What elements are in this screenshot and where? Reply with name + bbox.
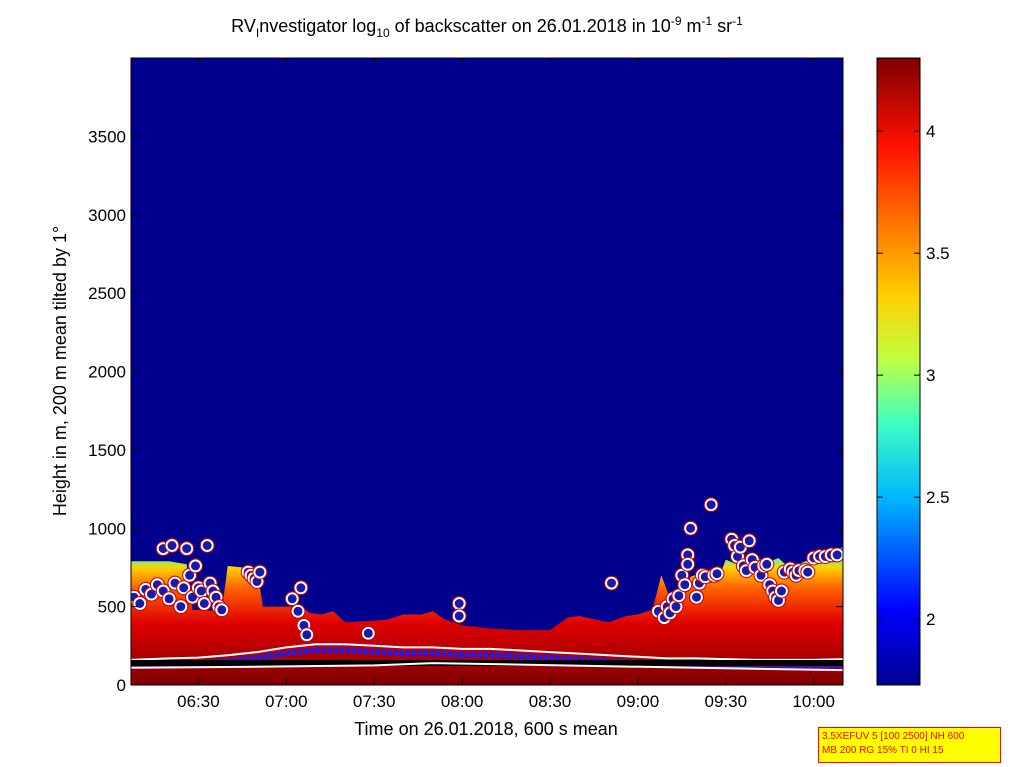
cloud-marker bbox=[704, 498, 718, 512]
cloud-marker-outline bbox=[800, 564, 816, 580]
x-tick-label: 06:30 bbox=[177, 692, 220, 711]
cloud-marker bbox=[215, 603, 229, 617]
cloud-marker-outline bbox=[199, 538, 215, 553]
cloud-marker-outline bbox=[252, 564, 268, 580]
x-tick-label: 08:00 bbox=[441, 692, 484, 711]
cloud-marker bbox=[605, 576, 618, 590]
cloud-marker bbox=[197, 597, 211, 610]
cloud-marker-outline bbox=[214, 602, 230, 618]
low-layer-white-line bbox=[131, 643, 843, 661]
cloud-marker bbox=[361, 626, 375, 640]
cloud-marker bbox=[775, 584, 788, 598]
x-tick-label: 09:30 bbox=[705, 692, 748, 711]
cloud-marker bbox=[291, 604, 305, 618]
cloud-marker bbox=[801, 565, 815, 579]
x-tick-label: 10:00 bbox=[792, 692, 835, 711]
cloud-marker bbox=[285, 592, 299, 606]
cloud-marker-outline bbox=[604, 575, 619, 591]
y-tick-label: 3000 bbox=[88, 206, 126, 225]
cloud-marker-outline bbox=[774, 583, 789, 599]
cloud-marker bbox=[760, 557, 774, 571]
cloud-marker-outline bbox=[173, 599, 189, 615]
y-axis: 0 500 1000 1500 2000 2500 3000 3500 bbox=[88, 127, 843, 695]
y-tick-label: 3500 bbox=[88, 127, 126, 146]
cloud-marker bbox=[681, 557, 695, 571]
cloud-marker bbox=[742, 534, 756, 548]
cloud-marker bbox=[452, 609, 466, 623]
cloud-marker-outline bbox=[196, 596, 212, 611]
colorbar-gradient bbox=[876, 57, 921, 686]
cloud-marker-outline bbox=[161, 591, 177, 607]
cloud-marker-outline bbox=[683, 520, 699, 536]
cloud-marker bbox=[133, 597, 147, 610]
cloud-marker-outline bbox=[179, 541, 195, 557]
cloud-marker-outline bbox=[290, 603, 306, 619]
cloud-marker-outline bbox=[299, 627, 315, 643]
x-tick-label: 07:00 bbox=[265, 692, 308, 711]
cloud-marker-outline bbox=[677, 577, 693, 593]
cloud-marker-outline bbox=[689, 589, 704, 605]
backscatter-layer bbox=[131, 547, 843, 685]
cloud-marker-outline bbox=[703, 497, 719, 513]
cloud-marker bbox=[177, 581, 191, 595]
y-tick-label: 2500 bbox=[88, 284, 126, 303]
parameters-line-2: MB 200 RG 15% TI 0 HI 15 bbox=[822, 745, 944, 756]
cloud-marker-outline bbox=[451, 608, 467, 624]
cloud-marker bbox=[452, 597, 466, 610]
x-axis: 06:30 07:00 07:30 08:00 08:30 09:00 09:30 10:00 bbox=[177, 58, 835, 711]
cloud-marker-outline bbox=[284, 591, 300, 607]
y-tick-label: 0 bbox=[117, 676, 126, 695]
cloud-marker bbox=[690, 590, 703, 604]
colorbar-tick-label: 4 bbox=[926, 122, 935, 141]
x-tick-label: 07:30 bbox=[353, 692, 396, 711]
y-axis-label: Height in m, 200 m mean tilted by 1° bbox=[50, 226, 70, 516]
parameters-line-1: 3.5XEFUV 5 [100 2500] NH 600 bbox=[822, 731, 965, 742]
parameters-box: 3.5XEFUV 5 [100 2500] NH 600 MB 200 RG 1… bbox=[818, 727, 1001, 763]
colorbar-tick-label: 3 bbox=[926, 366, 935, 385]
x-tick-label: 09:00 bbox=[617, 692, 660, 711]
colorbar-tick-label: 2.5 bbox=[926, 488, 950, 507]
cloud-marker-outline bbox=[293, 580, 309, 596]
colorbar-tick-label: 3.5 bbox=[926, 244, 950, 263]
cloud-marker bbox=[830, 548, 843, 562]
y-tick-label: 500 bbox=[98, 598, 126, 617]
cloud-marker-outline bbox=[741, 533, 757, 549]
y-tick-label: 1000 bbox=[88, 519, 126, 538]
cloud-marker bbox=[165, 539, 179, 552]
y-tick-label: 1500 bbox=[88, 441, 126, 460]
y-tick-label: 2000 bbox=[88, 363, 126, 382]
colorbar: 2 2.5 3 3.5 4 bbox=[876, 57, 950, 686]
x-axis-label: Time on 26.01.2018, 600 s mean bbox=[354, 719, 618, 739]
cloud-marker bbox=[180, 542, 194, 556]
colorbar-tick-label: 2 bbox=[926, 610, 935, 629]
cloud-marker-outline bbox=[829, 547, 843, 563]
cloud-marker-outline bbox=[680, 556, 696, 572]
ground-white-line bbox=[131, 662, 843, 672]
cloud-marker-outline bbox=[188, 558, 203, 574]
cloud-marker bbox=[300, 628, 314, 642]
cloud-marker-outline bbox=[709, 566, 725, 582]
cloud-marker-outline bbox=[164, 538, 180, 553]
cloud-marker-outline bbox=[759, 556, 775, 572]
cloud-marker bbox=[710, 567, 724, 581]
heatmap-plot bbox=[131, 58, 843, 685]
cloud-marker bbox=[200, 539, 214, 552]
x-tick-label: 08:30 bbox=[529, 692, 572, 711]
cloud-marker bbox=[189, 559, 202, 573]
cloud-marker-outline bbox=[176, 580, 192, 596]
chart-title: RVInvestigator log10 of backscatter on 2… bbox=[231, 14, 743, 40]
cloud-marker bbox=[174, 600, 188, 614]
cloud-marker bbox=[678, 578, 692, 592]
cloud-marker bbox=[672, 589, 686, 603]
cloud-marker bbox=[162, 592, 176, 606]
cloud-marker-outline bbox=[132, 596, 148, 611]
cloud-marker-outline bbox=[360, 625, 376, 641]
cloud-marker bbox=[684, 521, 698, 535]
cloud-marker bbox=[294, 581, 308, 595]
cloud-marker bbox=[253, 565, 267, 579]
